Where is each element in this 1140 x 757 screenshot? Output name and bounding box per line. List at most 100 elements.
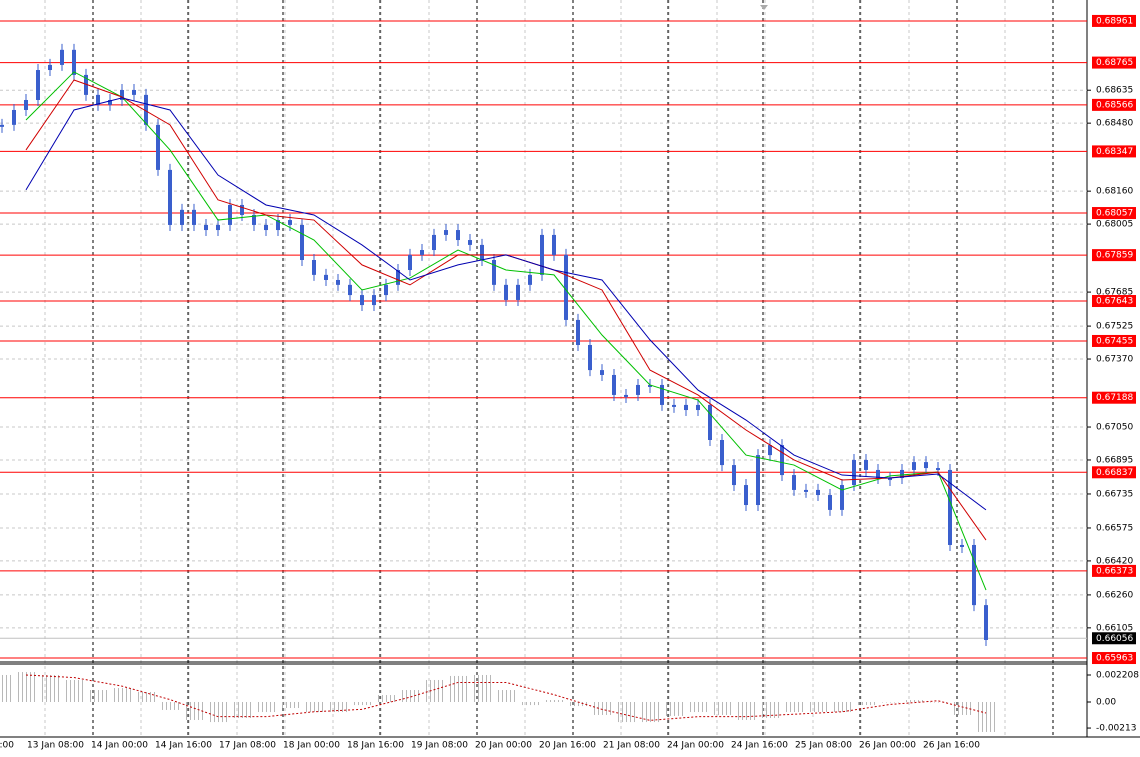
candle (516, 284, 520, 300)
y-tick-label: 0.00 (1096, 698, 1116, 708)
candle (888, 478, 892, 481)
candle (732, 465, 736, 486)
histogram-bar (654, 702, 655, 723)
level-label: 0.65963 (1096, 654, 1133, 664)
histogram-bar (650, 702, 651, 723)
x-tick-label: 26 Jan 16:00 (923, 741, 980, 751)
candle (552, 234, 556, 255)
histogram-bar (502, 690, 503, 703)
histogram-bar (226, 702, 227, 723)
level-label: 0.67643 (1096, 297, 1133, 307)
candle (72, 49, 76, 75)
level-label-bg (1092, 249, 1136, 262)
histogram-bar (962, 702, 963, 715)
histogram-bar (138, 691, 139, 703)
candle (864, 459, 868, 470)
histogram-bar (370, 702, 371, 706)
histogram-bar (930, 702, 931, 703)
histogram-bar (546, 700, 547, 703)
histogram-bar (510, 690, 511, 703)
histogram-bar (678, 702, 679, 716)
histogram-bar (898, 702, 899, 703)
candle (360, 295, 364, 306)
candle (936, 468, 940, 471)
moving-average (25, 97, 987, 511)
histogram-bar (794, 702, 795, 713)
histogram-bar (118, 688, 119, 703)
histogram-bar (390, 695, 391, 703)
candle (612, 374, 616, 395)
histogram-bar (6, 674, 7, 703)
candle (24, 99, 28, 110)
histogram-bar (814, 702, 815, 713)
histogram-bar (846, 702, 847, 713)
histogram-bar (218, 702, 219, 723)
candle (672, 404, 676, 407)
histogram-bar (514, 690, 515, 703)
level-label-bg (1092, 391, 1136, 404)
candle (636, 384, 640, 395)
candle (588, 345, 592, 371)
histogram-bar (214, 702, 215, 723)
histogram-bar (290, 702, 291, 708)
histogram-bar (586, 702, 587, 707)
histogram-bar (490, 674, 491, 703)
candle (108, 99, 112, 105)
y-tick-label: 0.68635 (1096, 86, 1133, 96)
histogram-bar (82, 679, 83, 703)
x-tick-label: 6:00 (0, 741, 14, 751)
candle (84, 74, 88, 95)
histogram-bar (714, 702, 715, 715)
histogram-bar (790, 702, 791, 713)
level-label: 0.68057 (1096, 209, 1133, 219)
histogram-bar (54, 674, 55, 703)
histogram-bar (358, 702, 359, 706)
histogram-bar (994, 702, 995, 732)
histogram-bar (982, 702, 983, 732)
histogram-bar (938, 702, 939, 703)
histogram-bar (170, 702, 171, 710)
level-label: 0.66373 (1096, 566, 1133, 576)
candle (804, 489, 808, 492)
candle (264, 224, 268, 231)
histogram-bar (334, 702, 335, 713)
y-tick-label: 0.66575 (1096, 523, 1133, 533)
candle (540, 234, 544, 275)
candle (216, 224, 220, 231)
candle (744, 485, 748, 506)
histogram-bar (750, 702, 751, 720)
candle (768, 445, 772, 456)
histogram-bar (922, 700, 923, 703)
histogram-bar (266, 702, 267, 713)
level-label: 0.67859 (1096, 251, 1133, 261)
histogram-bar (210, 702, 211, 723)
histogram-bar (78, 679, 79, 703)
candle (492, 260, 496, 285)
histogram-bar (34, 672, 35, 703)
histogram-bar (294, 702, 295, 708)
y-tick-label: 0.66735 (1096, 489, 1133, 499)
x-tick-label: 13 Jan 08:00 (27, 741, 84, 751)
histogram-bar (550, 700, 551, 703)
histogram-bar (770, 702, 771, 719)
histogram-bar (886, 702, 887, 703)
x-tick-label: 24 Jan 16:00 (731, 741, 788, 751)
histogram-bar (270, 702, 271, 713)
candle (756, 455, 760, 506)
current-price-label: 0.66056 (1096, 634, 1133, 644)
candle (456, 230, 460, 241)
candle (876, 469, 880, 479)
histogram-bar (630, 702, 631, 723)
histogram-bar (574, 702, 575, 707)
histogram-bar (442, 679, 443, 703)
level-label-bg (1092, 207, 1136, 220)
candle (972, 544, 976, 606)
histogram-bar (70, 679, 71, 703)
x-tick-label: 21 Jan 08:00 (603, 741, 660, 751)
histogram-bar (570, 702, 571, 707)
candle (300, 224, 304, 261)
candle (120, 90, 124, 100)
y-tick-label: 0.68160 (1096, 187, 1133, 197)
histogram-bar (106, 690, 107, 703)
histogram-bar (338, 702, 339, 713)
